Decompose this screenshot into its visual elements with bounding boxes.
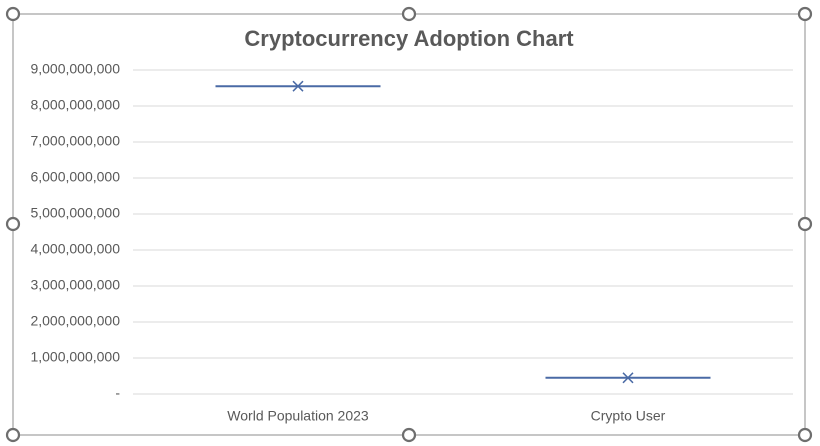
y-tick-label: 5,000,000,000 bbox=[30, 205, 120, 221]
handle[interactable] bbox=[401, 427, 417, 443]
handle[interactable] bbox=[5, 216, 21, 232]
x-tick-label: World Population 2023 bbox=[227, 408, 369, 424]
y-tick-label: 7,000,000,000 bbox=[30, 133, 120, 149]
handle[interactable] bbox=[401, 6, 417, 22]
handle[interactable] bbox=[5, 6, 21, 22]
y-tick-label: 6,000,000,000 bbox=[30, 169, 120, 185]
y-tick-label: 4,000,000,000 bbox=[30, 241, 120, 257]
y-tick-label: 3,000,000,000 bbox=[30, 277, 120, 293]
handle[interactable] bbox=[797, 6, 813, 22]
y-tick-label: 8,000,000,000 bbox=[30, 97, 120, 113]
y-tick-label: 1,000,000,000 bbox=[30, 349, 120, 365]
y-tick-label: 9,000,000,000 bbox=[30, 61, 120, 77]
mean-marker bbox=[622, 372, 634, 384]
handle[interactable] bbox=[797, 427, 813, 443]
handle[interactable] bbox=[5, 427, 21, 443]
x-tick-label: Crypto User bbox=[591, 408, 666, 424]
y-tick-label: 2,000,000,000 bbox=[30, 313, 120, 329]
chart-title: Cryptocurrency Adoption Chart bbox=[244, 26, 574, 51]
y-tick-label: - bbox=[115, 385, 120, 401]
mean-marker bbox=[292, 80, 304, 92]
selection-handles[interactable] bbox=[5, 6, 813, 443]
chart-frame bbox=[12, 13, 806, 436]
handle[interactable] bbox=[797, 216, 813, 232]
